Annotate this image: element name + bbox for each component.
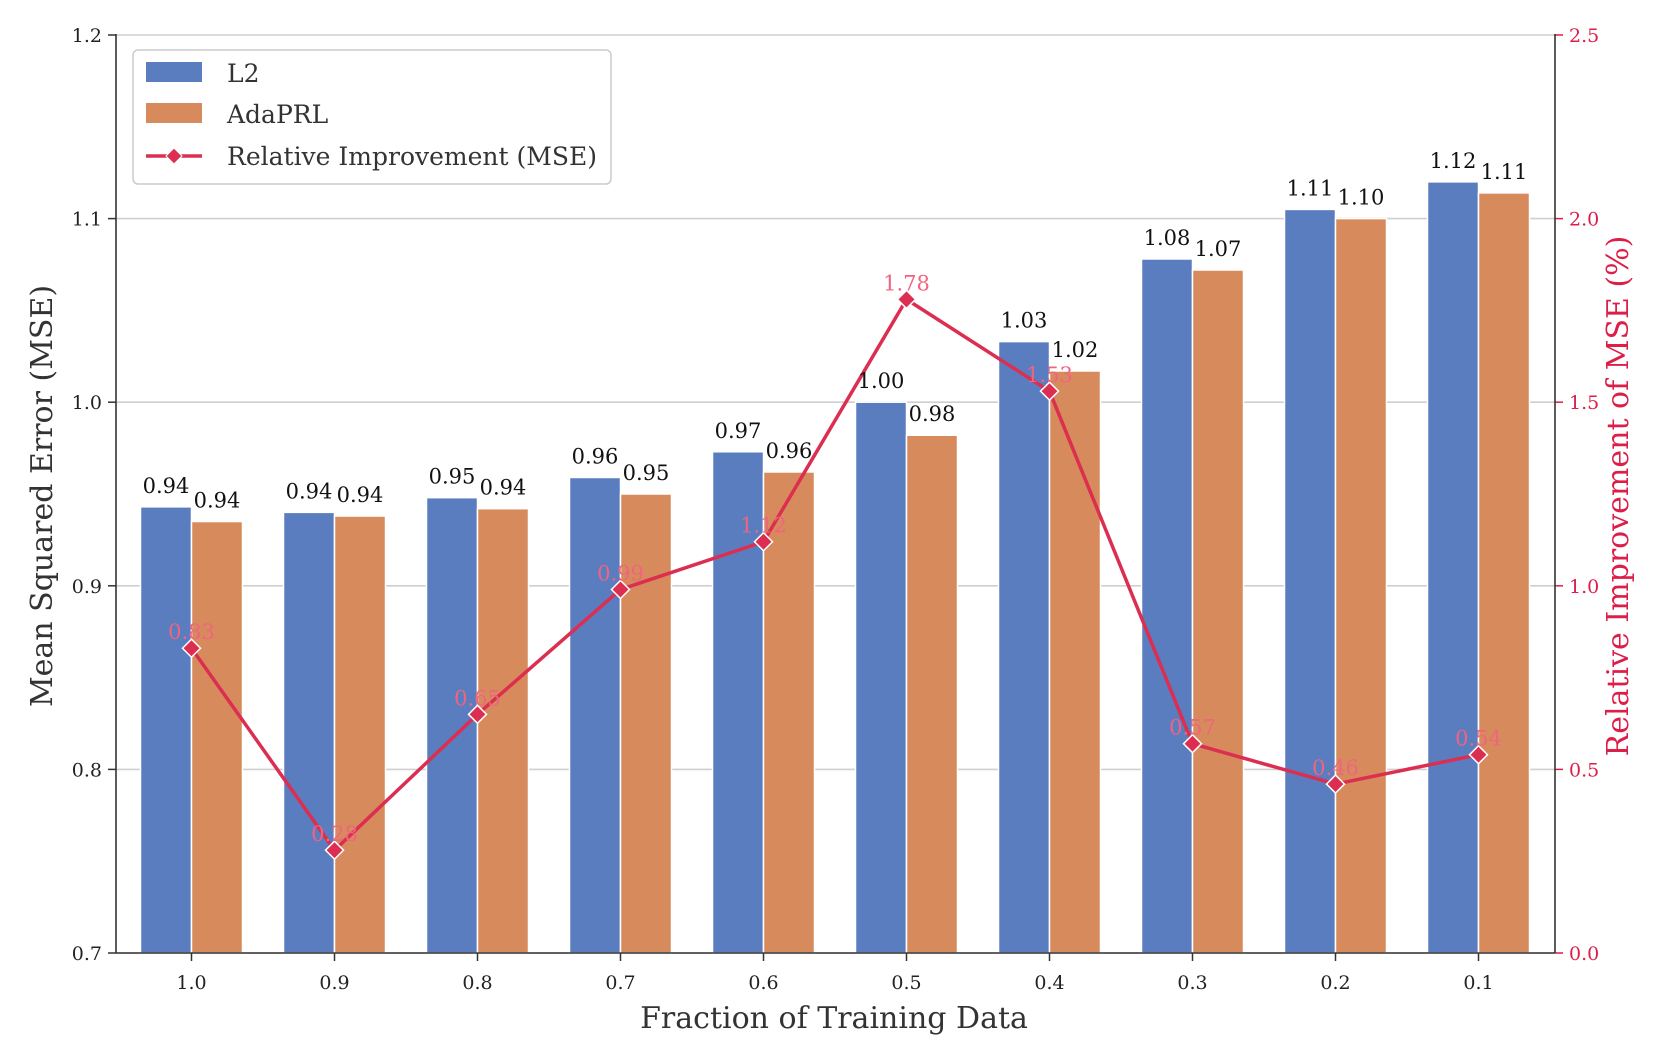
legend-label-l2: L2 — [227, 59, 260, 88]
improvement-value-label: 1.12 — [740, 514, 787, 538]
bar-value-label-adaprl: 0.96 — [766, 439, 813, 463]
bar-adaprl — [333, 515, 387, 954]
improvement-marker — [1468, 744, 1489, 765]
y2-tick-label: 1.0 — [1569, 576, 1599, 598]
improvement-marker — [896, 289, 917, 310]
x-axis-title: Fraction of Training Data — [640, 1001, 1028, 1036]
improvement-value-label: 0.54 — [1455, 727, 1502, 751]
x-tick-label: 0.6 — [748, 972, 778, 994]
y-tick-label: 1.0 — [72, 392, 102, 414]
bar-value-label-l2: 1.12 — [1430, 149, 1477, 173]
bar-adaprl — [1191, 269, 1245, 954]
y2-axis-title: Relative Improvement of MSE (%) — [1601, 236, 1636, 757]
improvement-marker — [467, 704, 488, 725]
bar-value-label-l2: 0.97 — [715, 419, 762, 443]
x-tick-label: 1.0 — [176, 972, 206, 994]
y-tick-label: 0.8 — [72, 759, 102, 781]
x-tick-label: 0.3 — [1177, 972, 1207, 994]
improvement-marker — [610, 579, 631, 600]
bar-value-label-adaprl: 0.94 — [194, 489, 241, 513]
axes: 0.70.80.91.01.11.20.00.51.01.52.02.51.0 0… — [72, 25, 1599, 994]
data-labels: 0.940.94 0.94 0.940.95 0.940.960.950.970.96… — [143, 149, 1528, 846]
bars — [139, 181, 1531, 954]
bar-l2 — [568, 476, 622, 954]
y-tick-label: 0.9 — [72, 576, 102, 598]
bar-value-label-adaprl: 1.10 — [1338, 186, 1385, 210]
improvement-marker — [1325, 774, 1346, 795]
bar-adaprl — [1048, 370, 1102, 954]
x-tick-label: 0.4 — [1034, 972, 1064, 994]
improvement-line — [190, 297, 1479, 852]
legend-label-adaprl: AdaPRL — [226, 100, 328, 129]
y-tick-label: 0.7 — [72, 943, 102, 965]
x-tick-label: 0.2 — [1320, 972, 1350, 994]
bar-value-label-adaprl: 0.98 — [909, 402, 956, 426]
bar-value-label-adaprl: 1.02 — [1052, 338, 1099, 362]
y2-tick-label: 1.5 — [1569, 392, 1599, 414]
bar-value-label-l2: 1.11 — [1287, 176, 1334, 200]
bar-l2 — [425, 496, 479, 954]
bar-value-label-l2: 0.95 — [429, 465, 476, 489]
x-tick-label: 0.7 — [605, 972, 635, 994]
x-tick-label: 0.1 — [1463, 972, 1493, 994]
legend-swatch-l2 — [146, 62, 202, 82]
bar-value-label-l2: 1.00 — [858, 369, 905, 393]
y2-tick-label: 2.5 — [1569, 25, 1599, 47]
x-tick-label: 0.5 — [891, 972, 921, 994]
improvement-value-label: 0.99 — [597, 561, 644, 585]
bar-l2 — [1140, 258, 1194, 954]
bar-l2 — [1426, 181, 1480, 954]
legend: L2 AdaPRL Relative Improvement (MSE) — [132, 49, 612, 185]
improvement-value-label: 0.83 — [168, 620, 215, 644]
bar-value-label-adaprl: 0.94 — [480, 476, 527, 500]
legend-swatch-improvement-marker — [165, 147, 183, 165]
legend-swatch-adaprl — [146, 103, 202, 123]
y2-tick-label: 0.0 — [1569, 943, 1599, 965]
bar-value-label-l2: 1.03 — [1001, 309, 1048, 333]
legend-box — [132, 49, 612, 185]
improvement-value-label: 1.78 — [883, 271, 930, 295]
y-tick-label: 1.1 — [72, 209, 102, 231]
bar-l2 — [854, 401, 908, 954]
bar-l2 — [1283, 208, 1337, 954]
bar-value-label-l2: 0.94 — [286, 479, 333, 503]
legend-label-improvement: Relative Improvement (MSE) — [227, 142, 597, 171]
improvement-line-group — [181, 289, 1489, 861]
bar-value-label-adaprl: 1.07 — [1195, 237, 1242, 261]
improvement-marker — [1039, 381, 1060, 402]
bar-l2 — [282, 511, 336, 954]
bar-l2 — [997, 340, 1051, 954]
x-tick-label: 0.8 — [462, 972, 492, 994]
bar-adaprl — [905, 434, 959, 954]
improvement-value-label: 1.53 — [1026, 363, 1073, 387]
improvement-marker — [324, 840, 345, 861]
bar-value-label-adaprl: 0.95 — [623, 461, 670, 485]
bar-value-label-adaprl: 1.11 — [1481, 160, 1528, 184]
improvement-value-label: 0.65 — [454, 686, 501, 710]
bar-l2 — [139, 506, 193, 954]
bar-adaprl — [619, 493, 673, 954]
bar-adaprl — [1334, 217, 1388, 954]
bar-adaprl — [190, 520, 244, 954]
x-tick-label: 0.9 — [319, 972, 349, 994]
y-tick-label: 1.2 — [72, 25, 102, 47]
improvement-marker — [753, 531, 774, 552]
bar-value-label-l2: 0.94 — [143, 474, 190, 498]
improvement-marker — [1182, 733, 1203, 754]
y2-tick-label: 0.5 — [1569, 759, 1599, 781]
improvement-value-label: 0.28 — [311, 822, 358, 846]
bar-value-label-adaprl: 0.94 — [337, 483, 384, 507]
bar-adaprl — [1477, 192, 1531, 954]
y-axis-title: Mean Squared Error (MSE) — [25, 285, 60, 707]
improvement-value-label: 0.46 — [1312, 756, 1359, 780]
improvement-marker — [181, 638, 202, 659]
bar-value-label-l2: 1.08 — [1144, 226, 1191, 250]
improvement-value-label: 0.57 — [1169, 716, 1216, 740]
bar-adaprl — [762, 471, 816, 954]
bar-value-label-l2: 0.96 — [572, 444, 619, 468]
y2-tick-label: 2.0 — [1569, 209, 1599, 231]
bar-adaprl — [476, 507, 530, 954]
